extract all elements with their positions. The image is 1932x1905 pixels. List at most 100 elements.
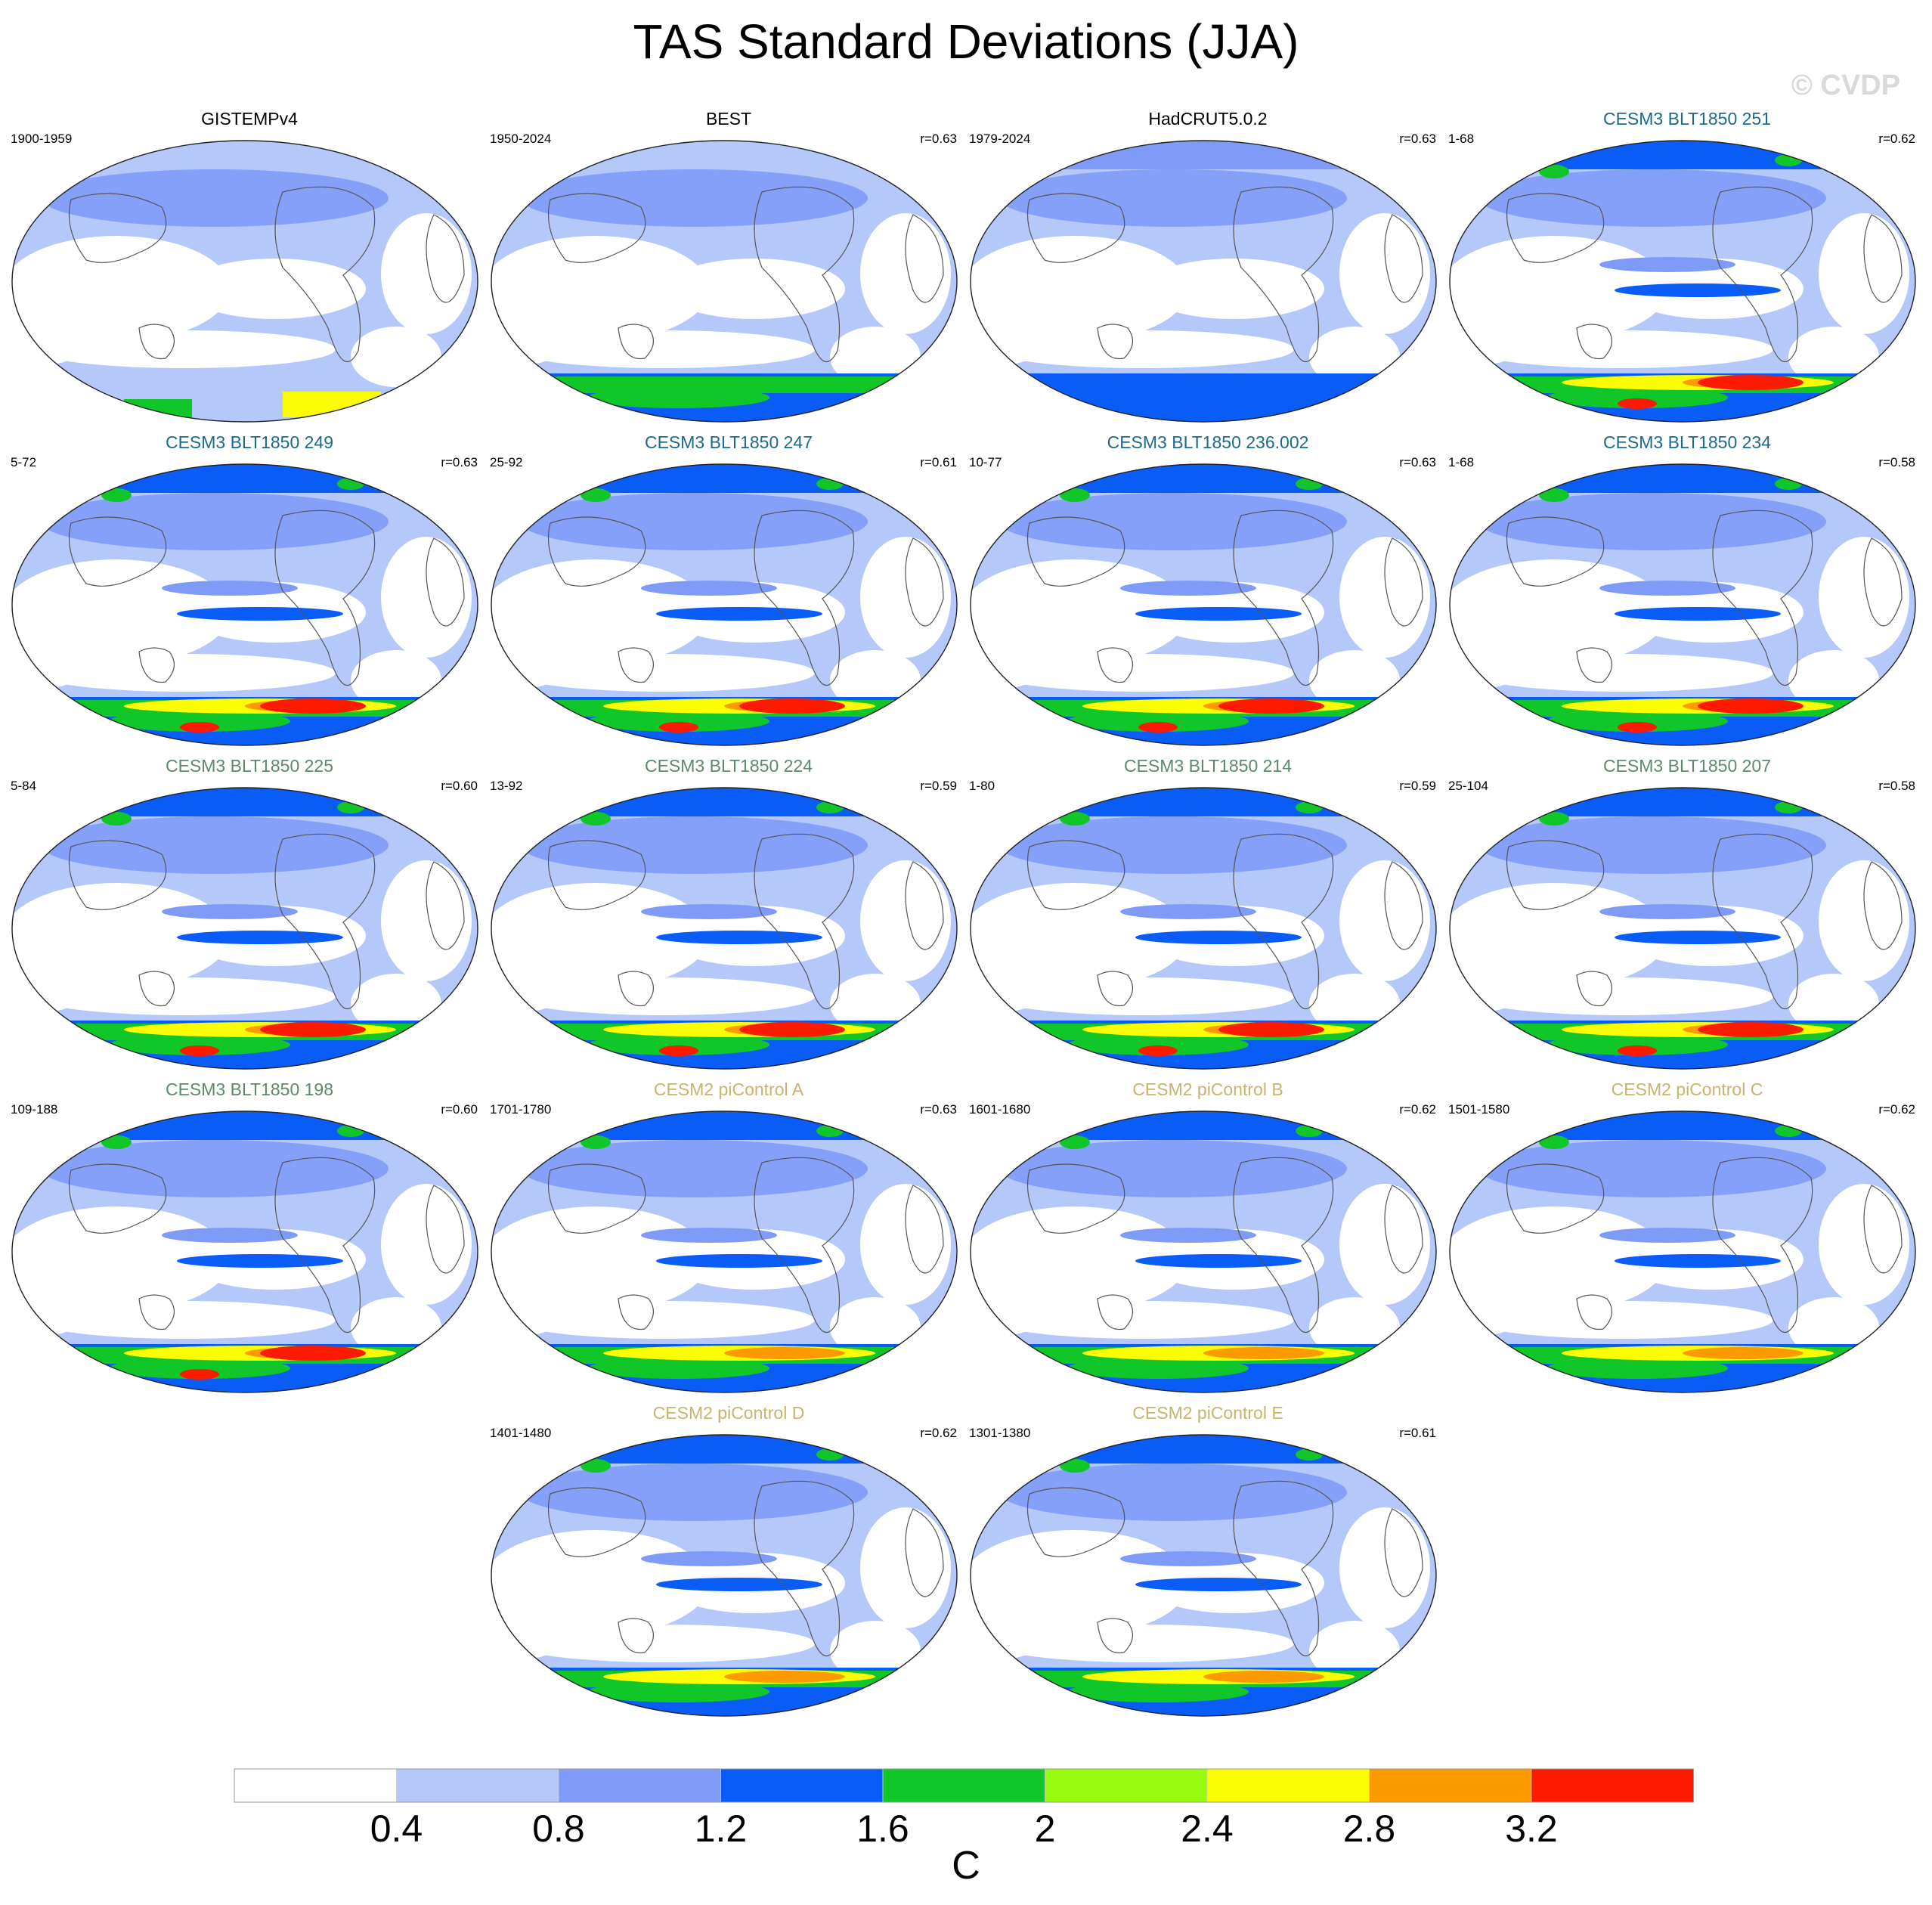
coastline bbox=[69, 840, 167, 910]
low-variability-region bbox=[1471, 977, 1773, 1015]
panel-title: HadCRUT5.0.2 bbox=[1148, 109, 1268, 129]
colorbar-swatch bbox=[882, 1768, 1045, 1803]
panel-title: CESM2 piControl C bbox=[1611, 1080, 1763, 1099]
coastline bbox=[548, 1163, 646, 1234]
map-panel: CESM3 BLT1850 249 5-72 r=0.63 bbox=[11, 432, 488, 750]
low-variability-region bbox=[381, 860, 472, 981]
colorbar-tick-label: 2 bbox=[1035, 1807, 1056, 1845]
southern-band-green bbox=[588, 711, 769, 732]
arctic-hotspot bbox=[1060, 812, 1090, 826]
nino-region bbox=[1615, 1254, 1781, 1268]
map-figure bbox=[491, 463, 958, 746]
map-figure bbox=[491, 1110, 958, 1393]
panel-correlation: r=0.59 bbox=[920, 779, 957, 793]
colorbar-tick-label: 0.8 bbox=[532, 1807, 585, 1845]
midlat-region bbox=[520, 816, 868, 874]
midlat-region bbox=[41, 1140, 389, 1197]
low-variability-region bbox=[1339, 1184, 1430, 1305]
panel-title: GISTEMPv4 bbox=[201, 109, 298, 129]
low-variability-region bbox=[184, 259, 366, 319]
midlat-region bbox=[999, 816, 1347, 874]
nino-region bbox=[656, 1578, 822, 1591]
tropical-region bbox=[1599, 904, 1735, 919]
coastline bbox=[618, 971, 654, 1007]
map-panel: CESM2 piControl B 1601-1680 r=0.62 bbox=[969, 1080, 1447, 1397]
coastline bbox=[618, 324, 654, 360]
tropical-region bbox=[1120, 1228, 1256, 1243]
colorbar-tick-label: 0.4 bbox=[370, 1807, 423, 1845]
panel-correlation: r=0.62 bbox=[1878, 1102, 1915, 1117]
panel-title: CESM2 piControl B bbox=[1132, 1080, 1283, 1099]
map-figure bbox=[1449, 140, 1916, 423]
map-border bbox=[970, 1110, 1437, 1393]
panel-years: 25-92 bbox=[490, 455, 523, 469]
map-panel: CESM3 BLT1850 251 1-68 r=0.62 bbox=[1448, 109, 1926, 426]
tropical-region bbox=[1599, 1228, 1735, 1243]
coastline bbox=[1712, 833, 1813, 1009]
low-variability-region bbox=[1339, 860, 1430, 981]
coastline bbox=[138, 971, 175, 1007]
low-variability-region bbox=[1339, 1507, 1430, 1628]
arctic-band bbox=[12, 788, 478, 816]
nino-region bbox=[1135, 1578, 1302, 1591]
map-panel: CESM3 BLT1850 207 25-104 r=0.58 bbox=[1448, 756, 1926, 1073]
southern-band-red bbox=[1138, 1045, 1178, 1056]
map-figure bbox=[11, 463, 478, 746]
coastline bbox=[274, 1157, 376, 1333]
low-variability-region bbox=[664, 259, 845, 319]
panel-years: 25-104 bbox=[1448, 779, 1488, 793]
map-panel: CESM3 BLT1850 224 13-92 r=0.59 bbox=[490, 756, 968, 1073]
colorbar: 0.4 0.8 1.2 1.6 2 2.4 2.8 3.2 bbox=[234, 1768, 1694, 1845]
southern-band-red bbox=[1138, 722, 1178, 733]
tropical-region bbox=[162, 904, 298, 919]
map-border bbox=[491, 1434, 958, 1717]
panel-correlation: r=0.62 bbox=[1878, 132, 1915, 146]
panel-correlation: r=0.59 bbox=[1399, 779, 1436, 793]
arctic-band bbox=[12, 1111, 478, 1140]
coastline bbox=[1233, 1480, 1334, 1656]
coastline bbox=[138, 1294, 175, 1330]
coastline bbox=[1863, 1185, 1903, 1274]
tropical-region bbox=[1120, 904, 1256, 919]
colorbar-tick-label: 1.2 bbox=[695, 1807, 748, 1845]
low-variability-region bbox=[1788, 327, 1879, 387]
map-border bbox=[11, 140, 478, 423]
map-figure bbox=[970, 463, 1437, 746]
map-border bbox=[491, 140, 958, 423]
nino-region bbox=[656, 607, 822, 621]
tropical-region bbox=[641, 1228, 777, 1243]
coastline bbox=[1097, 1294, 1133, 1330]
southern-band-orange bbox=[724, 1347, 845, 1359]
map-border bbox=[11, 463, 478, 746]
coastline bbox=[1097, 971, 1133, 1007]
arctic-hotspot bbox=[1060, 488, 1090, 502]
map-panel: CESM3 BLT1850 214 1-80 r=0.59 bbox=[969, 756, 1447, 1073]
low-variability-region bbox=[351, 650, 441, 711]
low-variability-region bbox=[1788, 974, 1879, 1034]
arctic-hotspot bbox=[581, 488, 611, 502]
nino-region bbox=[1135, 931, 1302, 944]
coastline bbox=[548, 1487, 646, 1557]
tropical-region bbox=[162, 581, 298, 596]
panel-years: 13-92 bbox=[490, 779, 523, 793]
panel-years: 1701-1780 bbox=[490, 1102, 552, 1117]
map-figure bbox=[970, 1110, 1437, 1393]
midlat-region bbox=[41, 169, 389, 227]
coastline bbox=[274, 186, 376, 362]
coastline bbox=[1576, 971, 1612, 1007]
southern-band-orange bbox=[1203, 1347, 1324, 1359]
coastline bbox=[1506, 516, 1605, 587]
coastline bbox=[1384, 537, 1423, 627]
arctic-band bbox=[1450, 141, 1915, 169]
southern-band-green bbox=[1067, 1681, 1249, 1702]
low-variability-region bbox=[512, 1625, 815, 1662]
map-border bbox=[1449, 1110, 1916, 1393]
arctic-hotspot bbox=[581, 812, 611, 826]
arctic-band bbox=[971, 788, 1436, 816]
colorbar-swatch bbox=[558, 1768, 721, 1803]
arctic-band bbox=[1450, 788, 1915, 816]
low-variability-region bbox=[1309, 974, 1400, 1034]
southern-band-green bbox=[1067, 1034, 1249, 1055]
midlat-region bbox=[520, 1140, 868, 1197]
panel-title: CESM3 BLT1850 236.002 bbox=[1107, 432, 1309, 452]
